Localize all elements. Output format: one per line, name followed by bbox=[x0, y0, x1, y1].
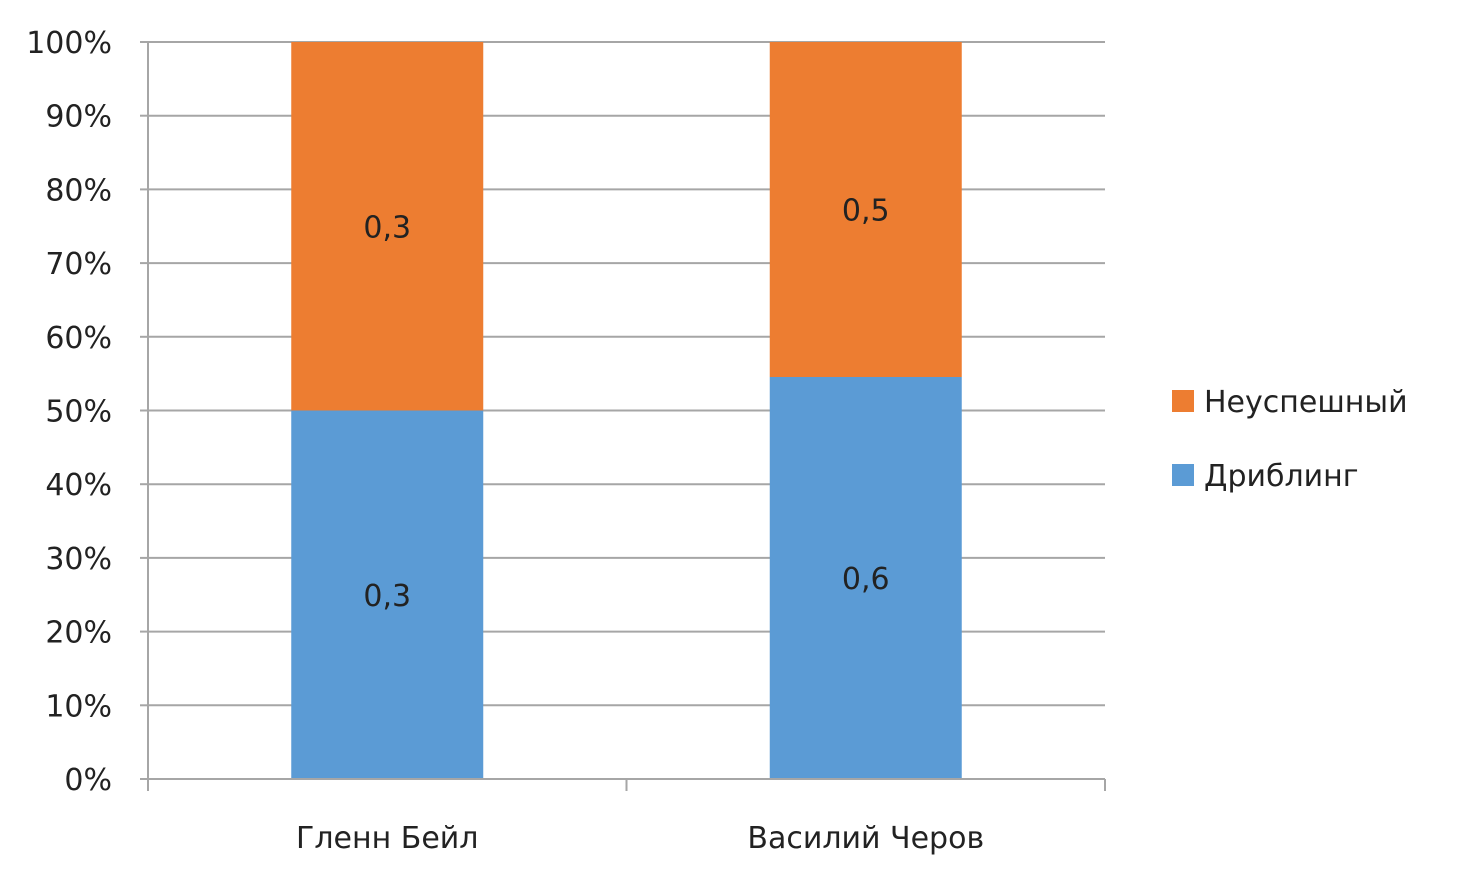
y-tick-label: 0% bbox=[64, 763, 112, 798]
y-tick-label: 100% bbox=[26, 26, 112, 61]
bar-segment bbox=[769, 377, 962, 779]
bars bbox=[291, 42, 962, 779]
y-tick-label: 60% bbox=[45, 321, 112, 356]
bar-segment bbox=[291, 410, 484, 779]
y-tick-label: 40% bbox=[45, 468, 112, 503]
data-label: 0,5 bbox=[842, 194, 890, 229]
legend: Неуспешный Дриблинг bbox=[1172, 385, 1408, 494]
data-label: 0,3 bbox=[363, 210, 411, 245]
y-tick-label: 80% bbox=[45, 173, 112, 208]
data-label: 0,6 bbox=[842, 562, 890, 597]
x-tick-label: Василий Черов bbox=[747, 821, 984, 856]
axes: 0% 10% 20% 30% 40% 50% 60% 70% 80% 90% 100% Гленн Б… bbox=[26, 26, 1106, 856]
bar-segment bbox=[291, 42, 484, 411]
y-tick-label: 10% bbox=[45, 689, 112, 724]
legend-label: Неуспешный bbox=[1204, 385, 1408, 420]
legend-swatch bbox=[1172, 464, 1194, 486]
y-tick-label: 30% bbox=[45, 542, 112, 577]
legend-label: Дриблинг bbox=[1204, 459, 1359, 494]
y-tick-label: 20% bbox=[45, 616, 112, 651]
x-tick-label: Гленн Бейл bbox=[296, 821, 478, 856]
bar-segment bbox=[769, 42, 962, 377]
y-tick-label: 90% bbox=[45, 100, 112, 135]
y-tick-label: 50% bbox=[45, 395, 112, 430]
labels: 0,3 0,3 0,6 0,5 bbox=[363, 194, 889, 614]
y-tick-label: 70% bbox=[45, 247, 112, 282]
legend-swatch bbox=[1172, 390, 1194, 412]
data-label: 0,3 bbox=[363, 579, 411, 614]
